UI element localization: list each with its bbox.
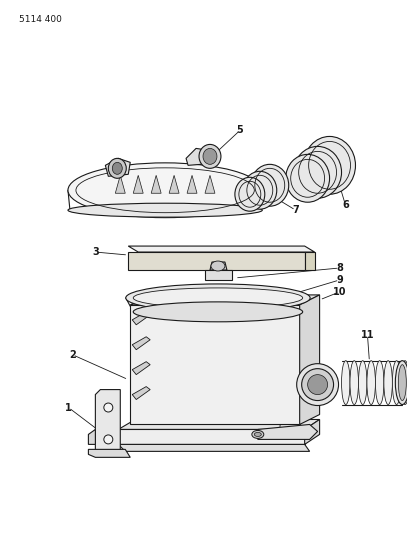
- Ellipse shape: [294, 147, 341, 198]
- Ellipse shape: [367, 361, 375, 405]
- Ellipse shape: [398, 365, 406, 400]
- Ellipse shape: [350, 361, 359, 405]
- Text: 11: 11: [361, 330, 374, 340]
- Polygon shape: [105, 158, 130, 176]
- Text: 10: 10: [333, 287, 346, 297]
- Polygon shape: [128, 252, 305, 270]
- Polygon shape: [299, 295, 319, 424]
- Ellipse shape: [235, 177, 265, 211]
- Polygon shape: [89, 430, 95, 445]
- Ellipse shape: [251, 164, 289, 206]
- Polygon shape: [128, 246, 315, 252]
- Polygon shape: [89, 449, 130, 457]
- Ellipse shape: [211, 261, 225, 271]
- Ellipse shape: [112, 163, 122, 174]
- Text: 7: 7: [292, 205, 299, 215]
- Ellipse shape: [302, 369, 334, 400]
- Ellipse shape: [109, 158, 126, 179]
- Ellipse shape: [375, 361, 384, 405]
- Polygon shape: [132, 386, 150, 400]
- Text: 5: 5: [237, 125, 243, 135]
- Polygon shape: [118, 430, 305, 445]
- Text: 9: 9: [336, 275, 343, 285]
- Ellipse shape: [341, 361, 350, 405]
- Ellipse shape: [395, 361, 408, 405]
- Text: 3: 3: [92, 247, 99, 257]
- Polygon shape: [118, 419, 319, 430]
- Ellipse shape: [199, 144, 221, 168]
- Polygon shape: [205, 175, 215, 193]
- Ellipse shape: [286, 155, 330, 202]
- Ellipse shape: [392, 361, 401, 405]
- Text: 5114 400: 5114 400: [19, 15, 62, 24]
- Polygon shape: [151, 175, 161, 193]
- Text: 6: 6: [342, 200, 349, 210]
- Polygon shape: [132, 337, 150, 350]
- Polygon shape: [305, 419, 319, 445]
- Polygon shape: [258, 424, 317, 439]
- Ellipse shape: [203, 148, 217, 164]
- Polygon shape: [205, 270, 232, 280]
- Ellipse shape: [126, 284, 310, 312]
- Polygon shape: [132, 362, 150, 375]
- Ellipse shape: [401, 361, 408, 405]
- Ellipse shape: [359, 361, 367, 405]
- Ellipse shape: [252, 431, 264, 439]
- Ellipse shape: [104, 403, 113, 412]
- Ellipse shape: [304, 136, 355, 194]
- Text: 1: 1: [65, 402, 72, 413]
- Ellipse shape: [104, 435, 113, 444]
- Polygon shape: [305, 252, 315, 270]
- Polygon shape: [115, 175, 125, 193]
- Polygon shape: [118, 445, 310, 451]
- Polygon shape: [186, 148, 216, 165]
- Ellipse shape: [133, 288, 303, 308]
- Polygon shape: [187, 175, 197, 193]
- Ellipse shape: [254, 432, 261, 437]
- Polygon shape: [130, 295, 319, 305]
- Ellipse shape: [68, 203, 262, 217]
- Polygon shape: [169, 175, 179, 193]
- Polygon shape: [210, 262, 227, 270]
- Text: 4: 4: [109, 163, 116, 173]
- Ellipse shape: [308, 375, 328, 394]
- Polygon shape: [130, 305, 299, 424]
- Ellipse shape: [133, 302, 303, 322]
- Polygon shape: [132, 312, 150, 325]
- Polygon shape: [95, 390, 120, 454]
- Polygon shape: [133, 175, 143, 193]
- Text: 2: 2: [69, 350, 76, 360]
- Ellipse shape: [384, 361, 392, 405]
- Ellipse shape: [243, 171, 277, 209]
- Ellipse shape: [297, 364, 339, 406]
- Text: 12: 12: [278, 365, 291, 375]
- Text: 8: 8: [336, 263, 343, 273]
- Ellipse shape: [68, 163, 262, 217]
